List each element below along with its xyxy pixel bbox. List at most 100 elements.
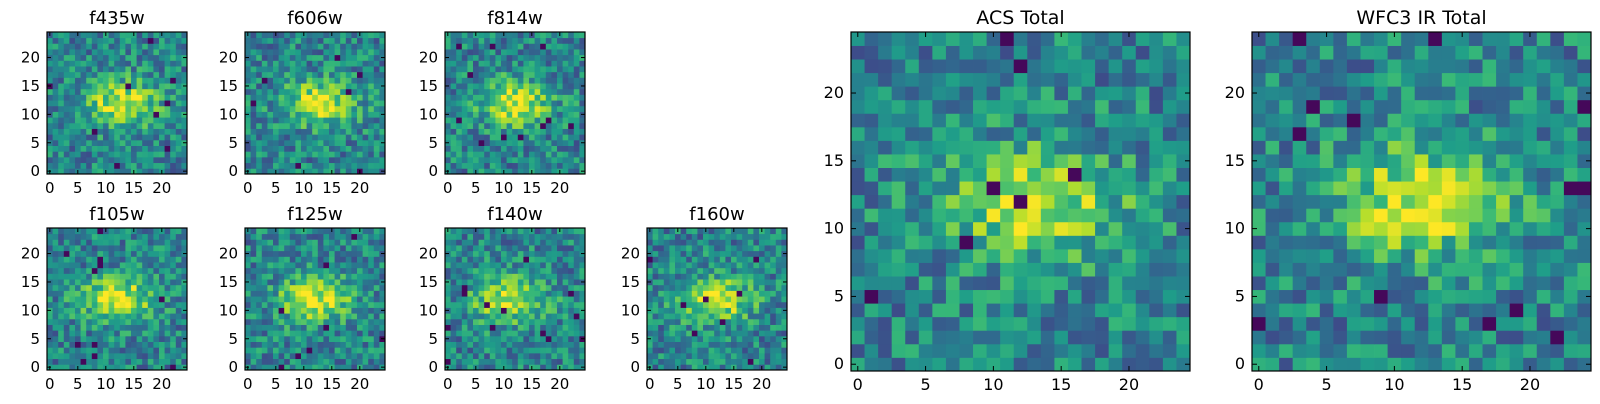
heatmap-cell (535, 89, 541, 95)
heatmap-cell (512, 123, 518, 129)
heatmap-cell (484, 251, 490, 257)
heatmap-cell (529, 106, 535, 112)
heatmap-cell (335, 129, 341, 135)
heatmap-cell (551, 342, 557, 348)
heatmap-cell (725, 256, 731, 262)
heatmap-cell (103, 302, 109, 308)
heatmap-cell (301, 77, 307, 83)
heatmap-cell (114, 89, 120, 95)
heatmap-cell (1176, 249, 1190, 263)
heatmap-cell (647, 353, 653, 359)
heatmap-cell (273, 347, 279, 353)
heatmap-cell (137, 146, 143, 152)
heatmap-cell (103, 336, 109, 342)
heatmap-cell (346, 146, 352, 152)
heatmap-cell (312, 302, 318, 308)
heatmap-cell (540, 239, 546, 245)
heatmap-cell (307, 151, 313, 157)
heatmap-cell (1136, 168, 1150, 182)
heatmap-cell (748, 262, 754, 268)
heatmap-cell (1163, 330, 1177, 344)
heatmap-cell (1122, 303, 1136, 317)
x-tick-label: 0 (243, 375, 253, 393)
heatmap-cell (92, 313, 98, 319)
heatmap-cell (301, 129, 307, 135)
heatmap-cell (137, 268, 143, 274)
heatmap-cell (92, 55, 98, 61)
heatmap-cell (467, 66, 473, 72)
y-tick-label: 15 (21, 77, 40, 95)
heatmap-cell (318, 302, 324, 308)
heatmap-cell (357, 89, 363, 95)
heatmap-cell (262, 239, 268, 245)
heatmap-cell (529, 330, 535, 336)
heatmap-cell (58, 117, 64, 123)
heatmap-cell (357, 140, 363, 146)
heatmap-cell (301, 157, 307, 163)
heatmap-cell (290, 140, 296, 146)
heatmap-cell (535, 290, 541, 296)
heatmap-cell (318, 163, 324, 169)
heatmap-cell (125, 134, 131, 140)
heatmap-cell (114, 146, 120, 152)
heatmap-cell (523, 112, 529, 118)
heatmap-cell (546, 251, 552, 257)
heatmap-cell (142, 228, 148, 234)
heatmap-cell (535, 72, 541, 78)
heatmap-cell (563, 313, 569, 319)
heatmap-cell (714, 353, 720, 359)
heatmap-cell (165, 308, 171, 314)
heatmap-cell (92, 296, 98, 302)
heatmap-cell (58, 66, 64, 72)
heatmap-cell (335, 100, 341, 106)
heatmap-cell (467, 100, 473, 106)
heatmap-cell (535, 77, 541, 83)
heatmap-cell (987, 181, 1001, 195)
heatmap-cell (279, 146, 285, 152)
heatmap-cell (759, 359, 765, 365)
heatmap-cell (176, 279, 182, 285)
heatmap-cell (290, 239, 296, 245)
heatmap-cell (557, 268, 563, 274)
heatmap-cell (125, 330, 131, 336)
heatmap-cell (456, 146, 462, 152)
heatmap-cell (323, 234, 329, 240)
heatmap-cell (568, 308, 574, 314)
heatmap-cell (165, 94, 171, 100)
heatmap-cell (329, 273, 335, 279)
heatmap-cell (86, 157, 92, 163)
heatmap-cell (69, 151, 75, 157)
heatmap-cell (681, 302, 687, 308)
heatmap-cell (574, 129, 580, 135)
heatmap-cell (148, 347, 154, 353)
heatmap-cell (329, 100, 335, 106)
heatmap-cell (363, 279, 369, 285)
heatmap-cell (301, 134, 307, 140)
heatmap-cell (351, 353, 357, 359)
heatmap-cell (114, 117, 120, 123)
heatmap-cell (97, 117, 103, 123)
heatmap-cell (75, 234, 81, 240)
heatmap-cell (329, 285, 335, 291)
heatmap-cell (523, 66, 529, 72)
heatmap-cell (720, 273, 726, 279)
heatmap-cell (518, 32, 524, 38)
heatmap-cell (251, 77, 257, 83)
heatmap-cell (523, 123, 529, 129)
heatmap-cell (507, 308, 513, 314)
heatmap-cell (267, 319, 273, 325)
x-tick-label: 20 (152, 375, 171, 393)
heatmap-cell (323, 308, 329, 314)
heatmap-cell (125, 279, 131, 285)
heatmap-cell (357, 330, 363, 336)
heatmap-cell (368, 77, 374, 83)
heatmap-cell (363, 251, 369, 257)
heatmap-cell (653, 251, 659, 257)
heatmap-cell (374, 157, 380, 163)
heatmap-cell (484, 112, 490, 118)
heatmap-cell (69, 140, 75, 146)
heatmap-cell (142, 157, 148, 163)
heatmap-cell (97, 256, 103, 262)
heatmap-cell (301, 140, 307, 146)
heatmap-cell (357, 157, 363, 163)
